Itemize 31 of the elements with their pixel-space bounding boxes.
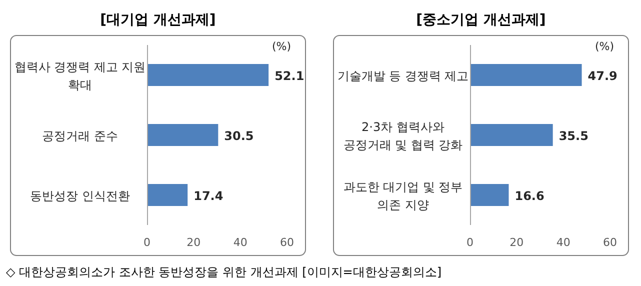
x-tick-label: 60	[280, 236, 294, 249]
x-tick-label: 20	[510, 236, 524, 249]
y-tick-label: 2·3차 협력사와 공정거래 및 협력 강화	[343, 120, 463, 152]
data-label: 47.9	[588, 69, 618, 83]
bar	[147, 64, 269, 86]
x-axis-title: (%)	[272, 40, 291, 53]
y-tick-label: 과도한 대기업 및 정부 의존 지양	[343, 180, 463, 212]
y-tick-label: 공정거래 준수	[42, 129, 118, 143]
data-label: 30.5	[224, 129, 254, 143]
x-axis-title: (%)	[594, 40, 614, 53]
x-tick-label: 20	[186, 236, 201, 249]
chart-title: [중소기업 개선과제]	[416, 12, 546, 28]
x-tick-label: 40	[556, 236, 570, 249]
x-tick-label: 0	[466, 236, 474, 249]
data-label: 35.5	[558, 129, 588, 143]
y-tick-label: 동반성장 인식전환	[30, 189, 130, 203]
y-tick-label: 기술개발 등 경쟁력 제고	[337, 69, 469, 83]
bar	[470, 64, 582, 86]
bar	[470, 184, 509, 206]
data-label: 52.1	[274, 69, 304, 83]
chart-title: [대기업 개선과제]	[100, 12, 216, 28]
x-tick-label: 40	[233, 236, 248, 249]
data-label: 17.4	[194, 189, 224, 203]
x-tick-label: 0	[144, 236, 150, 249]
bar	[470, 124, 553, 146]
x-tick-label: 60	[603, 236, 617, 249]
y-tick-label: 협력사 경쟁력 제고 지원 확대	[14, 60, 146, 92]
bar	[147, 124, 218, 146]
bar	[147, 184, 188, 206]
data-label: 16.6	[514, 189, 544, 203]
text: ◇ 대한상공회의소가 조사한 동반성장을 위한 개선과제 [이미지=대한상공회의소]	[6, 264, 442, 281]
